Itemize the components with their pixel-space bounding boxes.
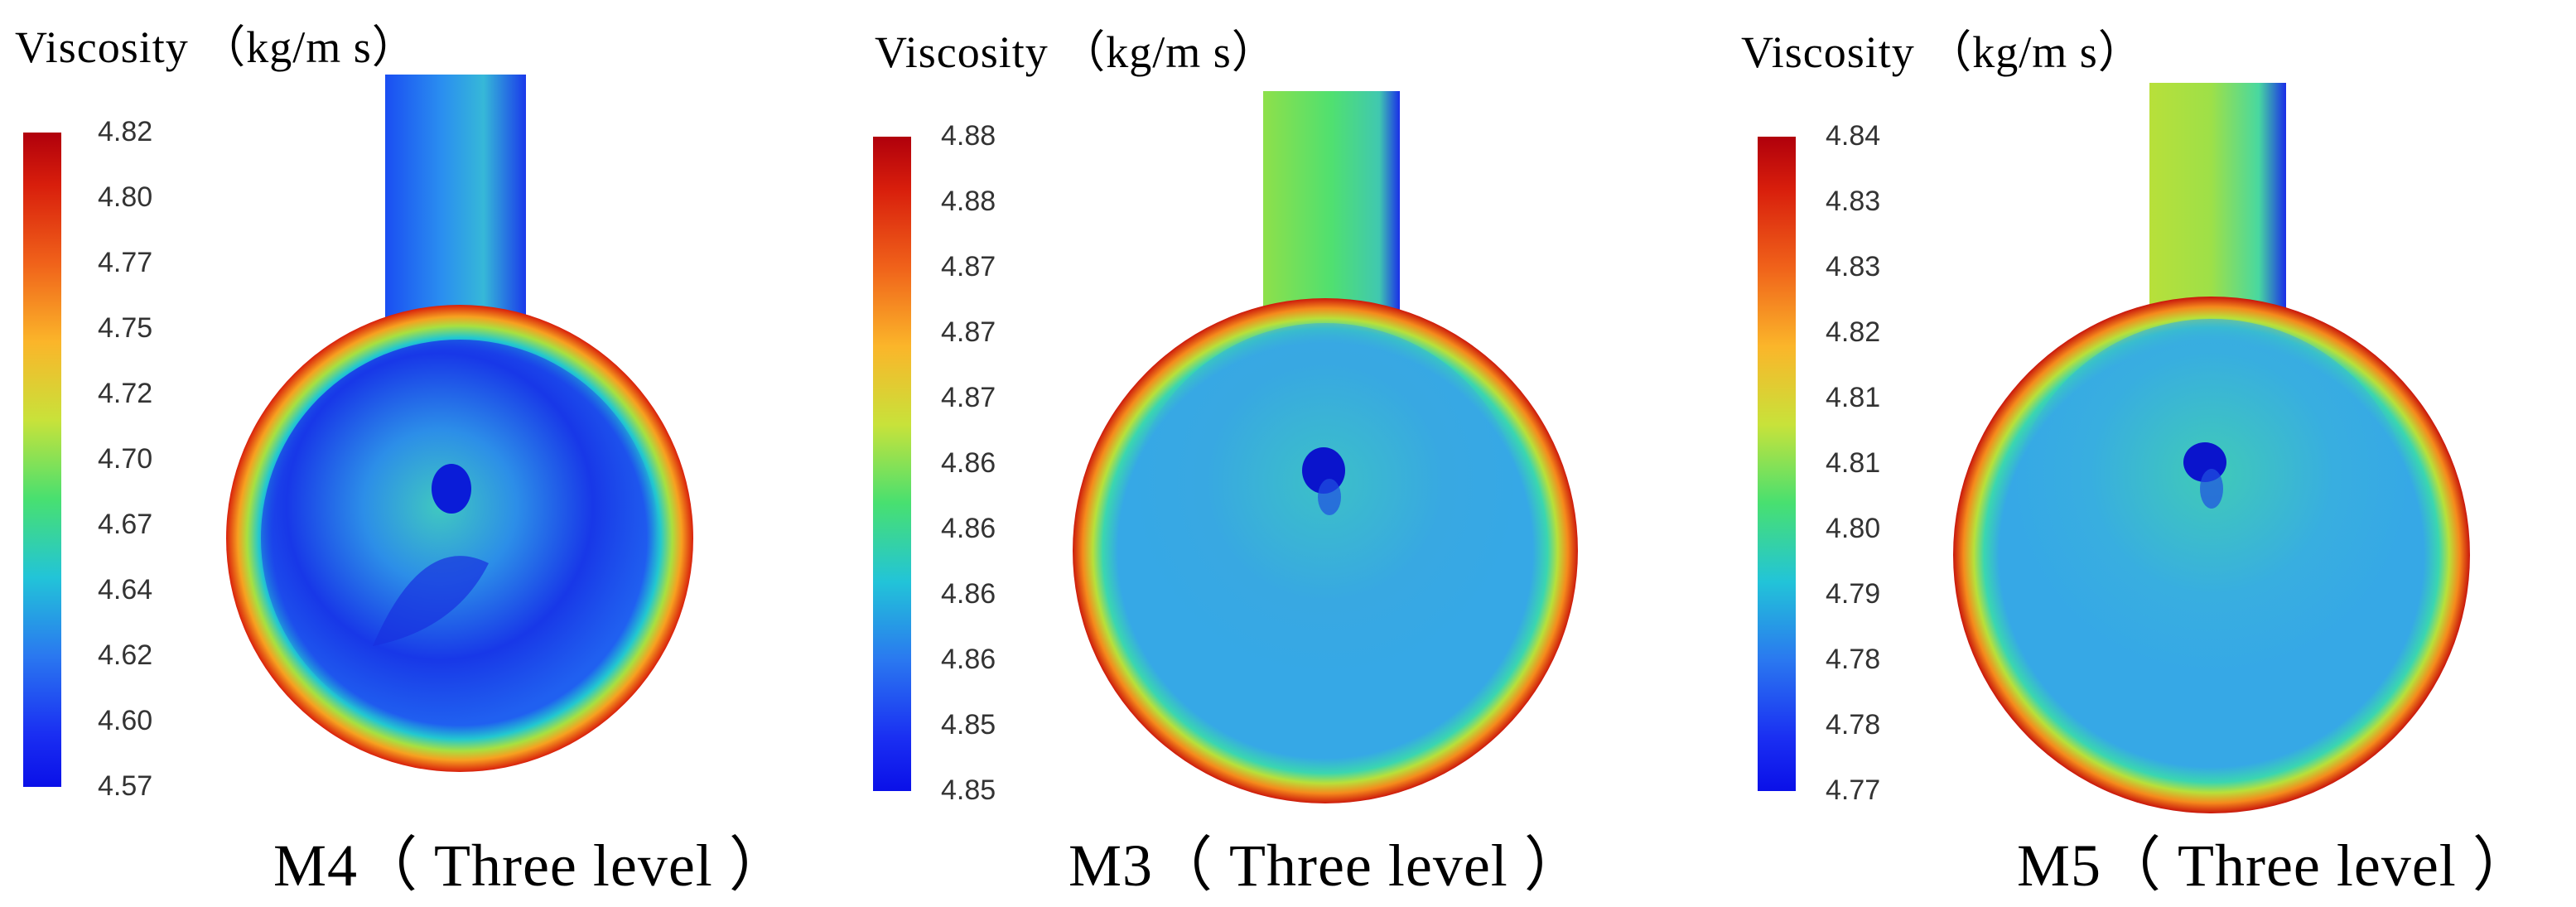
tick-label: 4.86 [941, 447, 996, 479]
tick-label: 4.75 [98, 312, 153, 344]
viscosity-field-m5 [1953, 83, 2470, 813]
tick-label: 4.82 [1826, 316, 1881, 348]
panel-title: Viscosity （kg/m s） [875, 27, 1277, 77]
panel-m3: Viscosity （kg/m s） 4.88 4.88 4.87 4.87 4… [861, 0, 1715, 907]
tick-label: 4.64 [98, 574, 153, 605]
panel-caption: M4（ Three level ） [273, 832, 789, 899]
tick-label: 4.81 [1826, 382, 1881, 413]
tick-label: 4.86 [941, 644, 996, 675]
panel-title: Viscosity （kg/m s） [15, 22, 417, 72]
viscosity-field-m4 [226, 75, 693, 772]
tick-label: 4.85 [941, 774, 996, 806]
panel-caption: M3（ Three level ） [1069, 832, 1585, 899]
tick-label: 4.77 [1826, 774, 1881, 806]
tick-label: 4.78 [1826, 644, 1881, 675]
tick-label: 4.72 [98, 378, 153, 409]
viscosity-field-m3 [1073, 91, 1578, 803]
tick-label: 4.62 [98, 639, 153, 671]
tick-label: 4.85 [941, 709, 996, 741]
tick-label: 4.77 [98, 247, 153, 278]
colorbar [873, 137, 911, 791]
panel-title: Viscosity （kg/m s） [1741, 27, 2144, 77]
tick-label: 4.83 [1826, 186, 1881, 217]
tick-label: 4.80 [1826, 513, 1881, 544]
tick-label: 4.79 [1826, 578, 1881, 610]
tick-label: 4.87 [941, 316, 996, 348]
tick-label: 4.86 [941, 513, 996, 544]
tick-label: 4.57 [98, 770, 153, 802]
tick-label: 4.80 [98, 181, 153, 213]
tick-label: 4.78 [1826, 709, 1881, 741]
tick-label: 4.86 [941, 578, 996, 610]
tick-label: 4.67 [98, 509, 153, 540]
tick-label: 4.82 [98, 116, 153, 147]
tick-label: 4.83 [1826, 251, 1881, 282]
tick-label: 4.70 [98, 443, 153, 475]
tick-label: 4.88 [941, 120, 996, 152]
colorbar [23, 133, 61, 787]
tick-label: 4.81 [1826, 447, 1881, 479]
tick-label: 4.87 [941, 251, 996, 282]
panel-m4: Viscosity （kg/m s） 4.82 4.80 4.77 4.75 4… [0, 0, 853, 907]
tick-label: 4.84 [1826, 120, 1881, 152]
tick-label: 4.60 [98, 705, 153, 736]
panel-m5: Viscosity （kg/m s） 4.84 4.83 4.83 4.82 4… [1723, 0, 2576, 907]
panel-caption: M5（ Three level ） [2017, 832, 2533, 899]
tick-label: 4.87 [941, 382, 996, 413]
tick-label: 4.88 [941, 186, 996, 217]
colorbar [1758, 137, 1796, 791]
